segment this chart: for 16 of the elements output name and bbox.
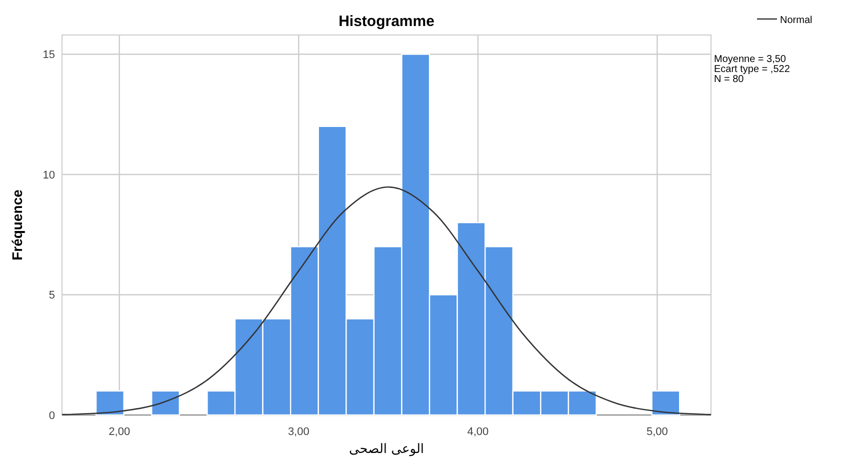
text: Ecart type = ,522 (714, 64, 790, 75)
text: Moyenne = 3,50 (714, 54, 786, 65)
x-axis-title: الوعى الصحى (348, 442, 424, 457)
x-tick-label: 3,00 (288, 426, 310, 438)
text: N = 80 (714, 74, 744, 85)
y-tick-label: 5 (48, 290, 55, 302)
line-series (61, 186, 712, 416)
y-tick-label: 10 (42, 169, 55, 182)
y-tick-label: 0 (48, 410, 55, 422)
x-tick-label: 4,00 (467, 426, 489, 438)
y-axis-title: Fréquence (9, 189, 25, 260)
y-tick-label: 15 (42, 49, 55, 62)
x-tick-label: 5,00 (646, 426, 668, 438)
x-tick-label: 2,00 (108, 426, 130, 438)
chart-title: Histogramme (338, 13, 434, 30)
legend-label: Normal (780, 15, 812, 26)
